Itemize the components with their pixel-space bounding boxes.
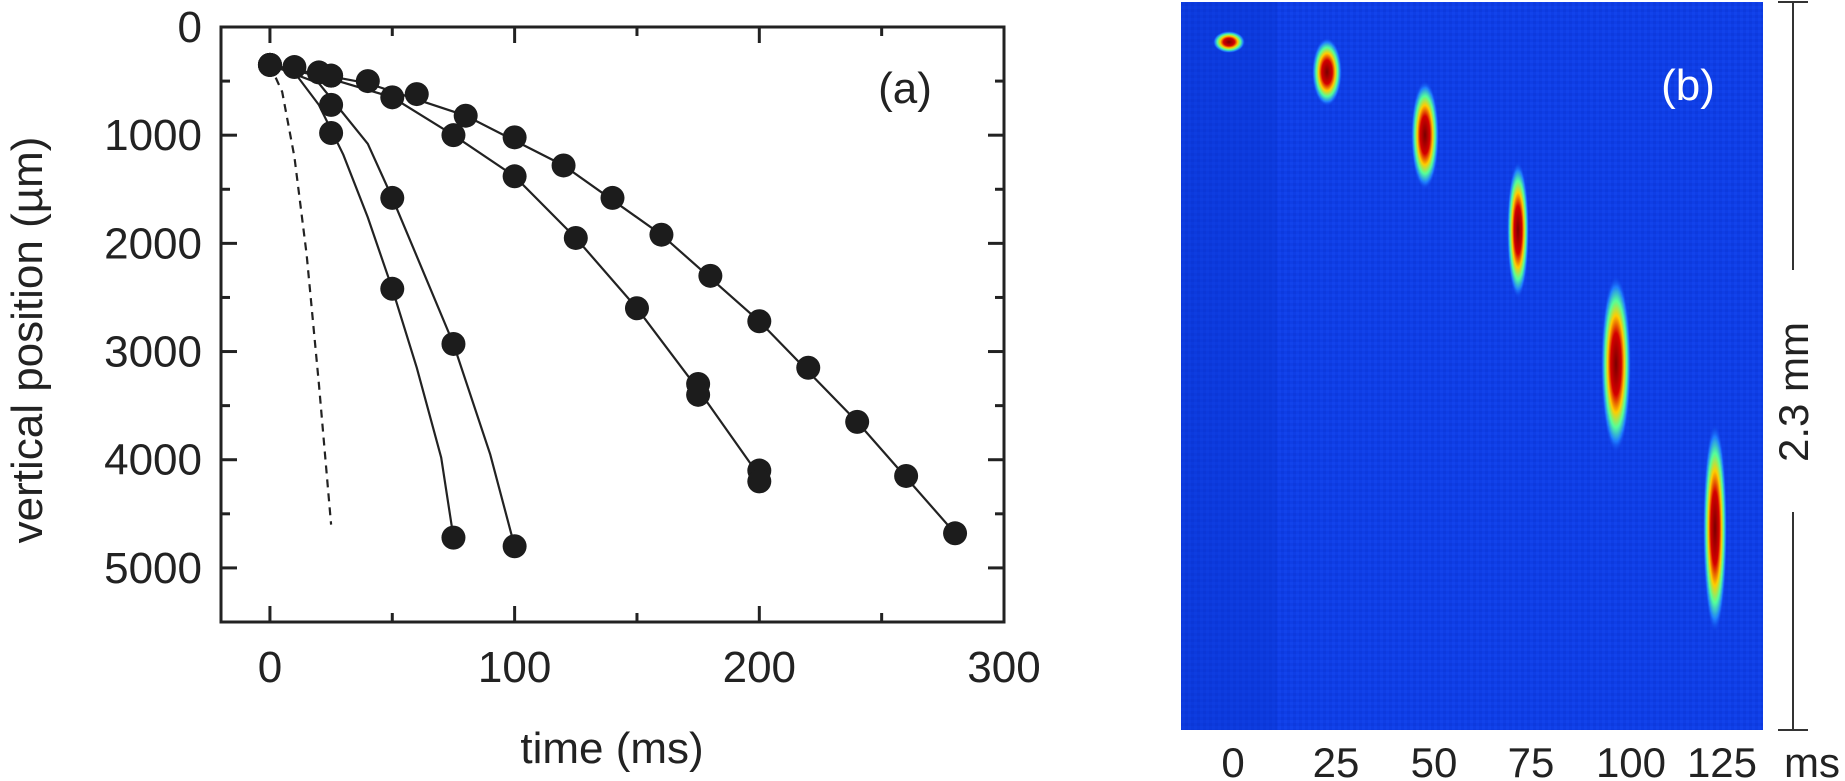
particle-streaks bbox=[1213, 31, 1727, 632]
x-tick-label: 300 bbox=[967, 643, 1040, 692]
data-point-series-3 bbox=[649, 222, 674, 247]
x-unit-label: ms bbox=[1784, 739, 1840, 781]
data-point-series-1 bbox=[441, 331, 466, 356]
data-point-series-3 bbox=[319, 63, 344, 88]
data-point-series-2 bbox=[686, 382, 711, 407]
data-point-series-3 bbox=[600, 185, 625, 210]
data-point-series-3 bbox=[698, 263, 723, 288]
time-tick-label: 0 bbox=[1221, 739, 1244, 781]
data-point-series-3 bbox=[894, 463, 919, 488]
fit-curve-0 bbox=[269, 63, 455, 538]
data-point-series-3 bbox=[943, 521, 968, 546]
y-tick-label: 2000 bbox=[104, 219, 202, 268]
data-point-series-3 bbox=[453, 103, 478, 128]
data-point-series-1 bbox=[380, 185, 405, 210]
data-points bbox=[257, 52, 968, 559]
streak-75 bbox=[1507, 162, 1529, 298]
y-tick-label: 5000 bbox=[104, 544, 202, 593]
streak-0 bbox=[1213, 31, 1245, 53]
y-tick-label: 1000 bbox=[104, 111, 202, 160]
image-background bbox=[1181, 2, 1763, 730]
data-point-series-2 bbox=[747, 469, 772, 494]
fit-curve-1 bbox=[269, 63, 516, 547]
x-tick-label: 100 bbox=[478, 643, 551, 692]
y-tick-label: 3000 bbox=[104, 328, 202, 377]
y-tick-label: 0 bbox=[178, 3, 202, 52]
time-tick-label: 125 bbox=[1687, 739, 1757, 781]
data-point-series-0 bbox=[319, 92, 344, 117]
time-tick-label: 100 bbox=[1596, 739, 1666, 781]
time-tick-labels: 0 25 50 75 100 125 bbox=[1221, 739, 1757, 781]
data-point-series-2 bbox=[502, 164, 527, 189]
data-point-series-3 bbox=[404, 82, 429, 107]
time-tick-label: 50 bbox=[1411, 739, 1458, 781]
image-band-dark bbox=[1181, 2, 1277, 730]
data-point-series-0 bbox=[380, 276, 405, 301]
streak-100 bbox=[1601, 276, 1631, 452]
data-point-series-1 bbox=[502, 534, 527, 559]
panel-b-image: (b) 0 25 50 75 100 125 ms 2.3 mm bbox=[1181, 1, 1840, 781]
plot-frame bbox=[219, 25, 1006, 624]
y-axis-label: vertical position (µm) bbox=[3, 137, 52, 544]
x-tick-label: 200 bbox=[723, 643, 796, 692]
panel-label-a: (a) bbox=[878, 64, 932, 113]
data-point-series-3 bbox=[257, 52, 282, 77]
data-point-series-3 bbox=[355, 69, 380, 94]
streak-50 bbox=[1411, 81, 1439, 189]
scale-bar-label: 2.3 mm bbox=[1770, 322, 1817, 462]
data-point-series-3 bbox=[796, 355, 821, 380]
data-point-series-3 bbox=[747, 309, 772, 334]
fit-curves bbox=[268, 63, 956, 547]
scale-bar: 2.3 mm bbox=[1770, 1, 1817, 731]
time-tick-label: 25 bbox=[1313, 739, 1360, 781]
data-point-series-0 bbox=[319, 121, 344, 146]
data-point-series-0 bbox=[441, 525, 466, 550]
dashed-curve bbox=[268, 64, 333, 525]
time-tick-label: 75 bbox=[1508, 739, 1555, 781]
data-point-series-2 bbox=[624, 296, 649, 321]
data-point-series-3 bbox=[845, 409, 870, 434]
panel-label-b: (b) bbox=[1661, 61, 1715, 110]
fit-curve-3 bbox=[269, 63, 956, 535]
data-point-series-0 bbox=[282, 55, 307, 80]
data-point-series-2 bbox=[563, 225, 588, 250]
axis-ticks bbox=[221, 25, 1006, 624]
data-point-series-2 bbox=[380, 85, 405, 110]
streak-125 bbox=[1703, 424, 1727, 632]
data-point-series-3 bbox=[551, 153, 576, 178]
x-tick-label: 0 bbox=[258, 643, 282, 692]
data-point-series-2 bbox=[441, 123, 466, 148]
y-tick-label: 4000 bbox=[104, 436, 202, 485]
data-point-series-3 bbox=[502, 125, 527, 150]
streak-25 bbox=[1312, 38, 1342, 106]
x-axis-label: time (ms) bbox=[520, 724, 703, 773]
